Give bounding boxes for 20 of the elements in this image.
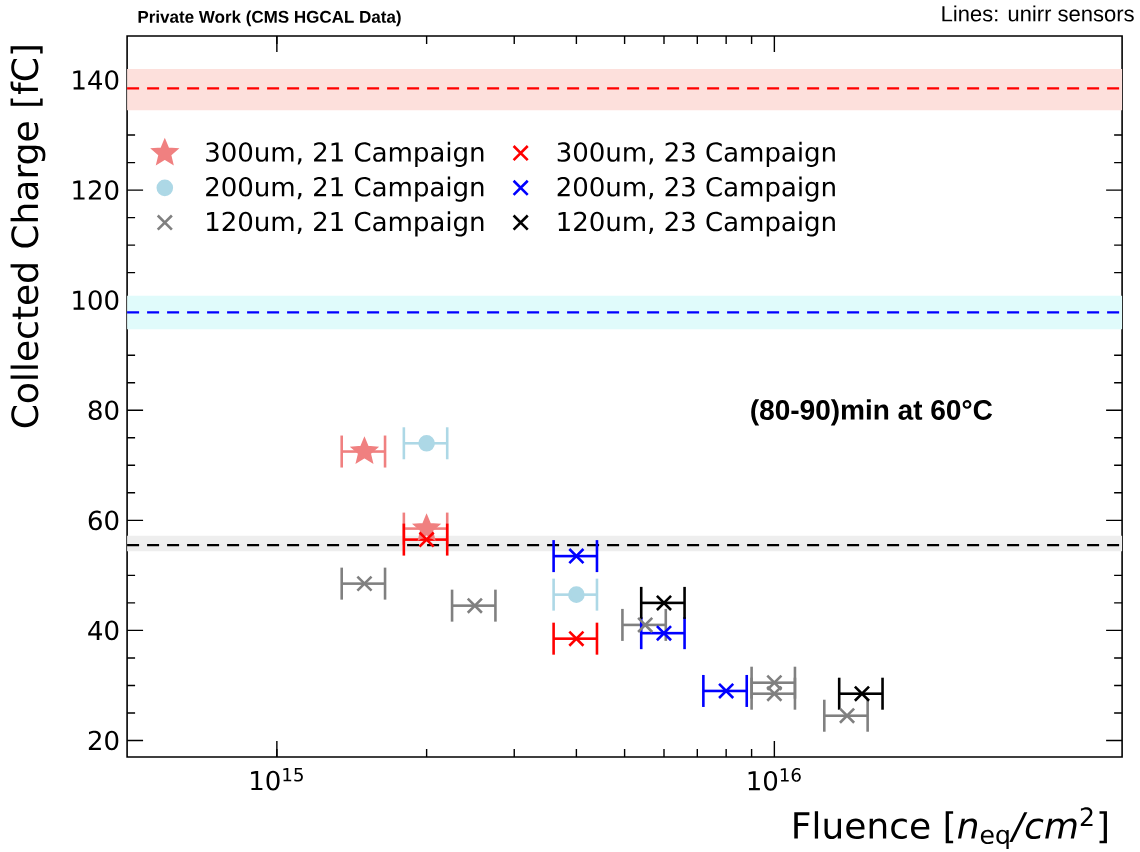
- y-tick-label: 100: [73, 290, 119, 311]
- y-axis-title: Collected Charge [fC]: [10, 46, 46, 428]
- y-tick-label: 140: [73, 70, 119, 90]
- legend-label: 120um, 21 Campaign: [207, 211, 484, 237]
- y-tick-label: 80: [88, 400, 119, 421]
- legend-label: 200um, 21 Campaign: [206, 176, 484, 202]
- y-tick-label: 40: [88, 620, 119, 641]
- legend-label: 300um, 23 Campaign: [557, 141, 835, 167]
- y-tick-label: 60: [88, 510, 119, 531]
- chart-title: Private Work (CMS HGCAL Data): [138, 10, 401, 27]
- x-tick-label: 10$^{16}$: [748, 768, 801, 791]
- legend-label: 120um, 23 Campaign: [558, 211, 835, 237]
- x-axis-title: Fluence [n$_{eq}$/cm$^{2}$]: [794, 807, 1107, 849]
- legend-label: 300um, 21 Campaign: [206, 141, 484, 167]
- x-tick-label: 10$^{15}$: [251, 768, 303, 791]
- annotation: (80-90)min at 60°C: [751, 399, 993, 426]
- legend-label: 200um, 23 Campaign: [557, 176, 835, 202]
- y-tick-label: 20: [88, 730, 119, 751]
- y-tick-label: 120: [73, 180, 119, 200]
- chart-subtitle: Lines: unirr sensors: [942, 5, 1134, 22]
